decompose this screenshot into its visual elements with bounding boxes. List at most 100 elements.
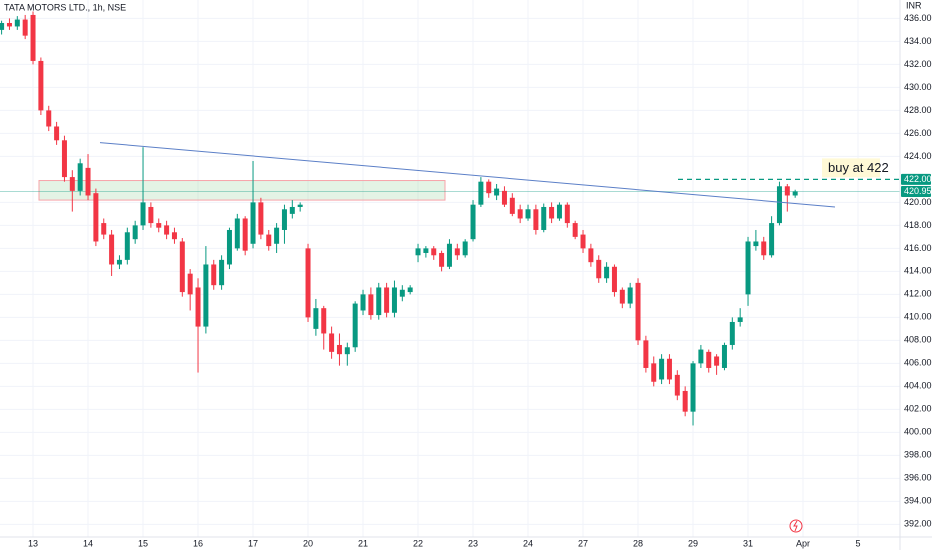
candle-body bbox=[258, 202, 264, 235]
candle-body bbox=[792, 191, 798, 196]
candle-body bbox=[682, 390, 688, 412]
candle-body bbox=[109, 234, 115, 265]
candle-body bbox=[494, 188, 500, 196]
candle-body bbox=[745, 241, 751, 295]
candle-body bbox=[77, 163, 83, 191]
candle-body bbox=[30, 14, 36, 61]
candle-body bbox=[407, 287, 413, 293]
y-tick-label: 400.00 bbox=[904, 427, 932, 437]
candle-body bbox=[690, 363, 696, 412]
candle-body bbox=[391, 287, 397, 313]
candle-body bbox=[604, 266, 610, 279]
candle-body bbox=[148, 206, 154, 224]
y-tick-label: 408.00 bbox=[904, 335, 932, 345]
x-tick-label: 16 bbox=[193, 538, 203, 548]
trendline bbox=[99, 142, 836, 208]
y-tick-label: 404.00 bbox=[904, 381, 932, 391]
candle-body bbox=[439, 252, 445, 267]
candle-body bbox=[666, 358, 672, 380]
x-tick-label: 28 bbox=[633, 538, 643, 548]
x-tick-label: 29 bbox=[688, 538, 698, 548]
x-tick-label: 27 bbox=[578, 538, 588, 548]
annotation-box bbox=[822, 158, 880, 178]
candle-body bbox=[195, 287, 201, 327]
candle-body bbox=[643, 340, 649, 368]
event-icon[interactable] bbox=[789, 519, 803, 533]
y-tick-label: 406.00 bbox=[904, 358, 932, 368]
y-tick-label: 432.00 bbox=[904, 59, 932, 69]
candle-body bbox=[46, 110, 52, 127]
candle-body bbox=[509, 197, 515, 214]
candle-body bbox=[54, 126, 60, 141]
candle-body bbox=[564, 204, 570, 224]
x-tick-label: 13 bbox=[28, 538, 38, 548]
candle-body bbox=[116, 259, 122, 265]
candle-body bbox=[415, 248, 421, 256]
candle-body bbox=[242, 218, 248, 251]
candle-body bbox=[478, 181, 484, 205]
y-tick-label: 416.00 bbox=[904, 243, 932, 253]
candle-body bbox=[761, 241, 767, 256]
y-tick-label: 402.00 bbox=[904, 404, 932, 414]
candle-body bbox=[674, 374, 680, 396]
candle-body bbox=[431, 248, 437, 256]
zone bbox=[38, 180, 446, 201]
last-price-label: 420.95 bbox=[904, 186, 932, 196]
y-tick-label: 434.00 bbox=[904, 36, 932, 46]
candle-body bbox=[289, 206, 295, 214]
buy-price-label: 422.00 bbox=[904, 174, 932, 184]
candle-body bbox=[101, 223, 107, 235]
candle-body bbox=[0, 22, 5, 30]
candle-body bbox=[753, 241, 759, 247]
y-tick-label: 426.00 bbox=[904, 128, 932, 138]
y-tick-label: 436.00 bbox=[904, 13, 932, 23]
candle-body bbox=[313, 308, 319, 329]
candle-body bbox=[525, 209, 531, 219]
candle-body bbox=[179, 241, 185, 293]
candle-body bbox=[706, 351, 712, 368]
candle-body bbox=[61, 140, 67, 178]
candle-body bbox=[164, 225, 170, 235]
candle-body bbox=[211, 264, 217, 286]
candle-body bbox=[352, 303, 358, 348]
candle-body bbox=[203, 264, 209, 327]
candle-body bbox=[368, 294, 374, 316]
x-tick-label: Apr bbox=[796, 538, 810, 548]
buy-price-box bbox=[901, 173, 931, 185]
candle-body bbox=[556, 204, 562, 219]
y-tick-label: 414.00 bbox=[904, 266, 932, 276]
candle-body bbox=[769, 223, 775, 256]
candle-body bbox=[580, 234, 586, 249]
candle-body bbox=[266, 234, 272, 247]
candle-body bbox=[596, 259, 602, 279]
candle-body bbox=[219, 259, 225, 286]
candle-body bbox=[274, 227, 280, 244]
candle-body bbox=[776, 186, 782, 224]
candle-body bbox=[321, 308, 327, 334]
candle-body bbox=[714, 356, 720, 366]
candle-body bbox=[619, 289, 625, 304]
y-tick-label: 418.00 bbox=[904, 220, 932, 230]
candle-body bbox=[549, 206, 555, 219]
candle-body bbox=[659, 358, 665, 380]
candle-body bbox=[38, 60, 44, 111]
last-price-box bbox=[901, 185, 931, 197]
event-icon-bolt bbox=[793, 520, 798, 532]
chart-title: TATA MOTORS LTD., 1h, NSE bbox=[4, 2, 126, 12]
y-tick-label: 430.00 bbox=[904, 82, 932, 92]
y-tick-label: 428.00 bbox=[904, 105, 932, 115]
candle-body bbox=[281, 209, 287, 230]
x-tick-label: 14 bbox=[83, 538, 93, 548]
candle-body bbox=[470, 204, 476, 240]
candle-body bbox=[171, 232, 177, 240]
y-tick-label: 398.00 bbox=[904, 450, 932, 460]
candle-body bbox=[360, 294, 366, 311]
currency-label: INR bbox=[906, 0, 922, 10]
y-tick-label: 396.00 bbox=[904, 473, 932, 483]
candle-body bbox=[721, 344, 727, 368]
candle-body bbox=[187, 273, 193, 295]
candle-body bbox=[737, 317, 743, 322]
y-tick-label: 410.00 bbox=[904, 312, 932, 322]
y-tick-label: 392.00 bbox=[904, 519, 932, 529]
